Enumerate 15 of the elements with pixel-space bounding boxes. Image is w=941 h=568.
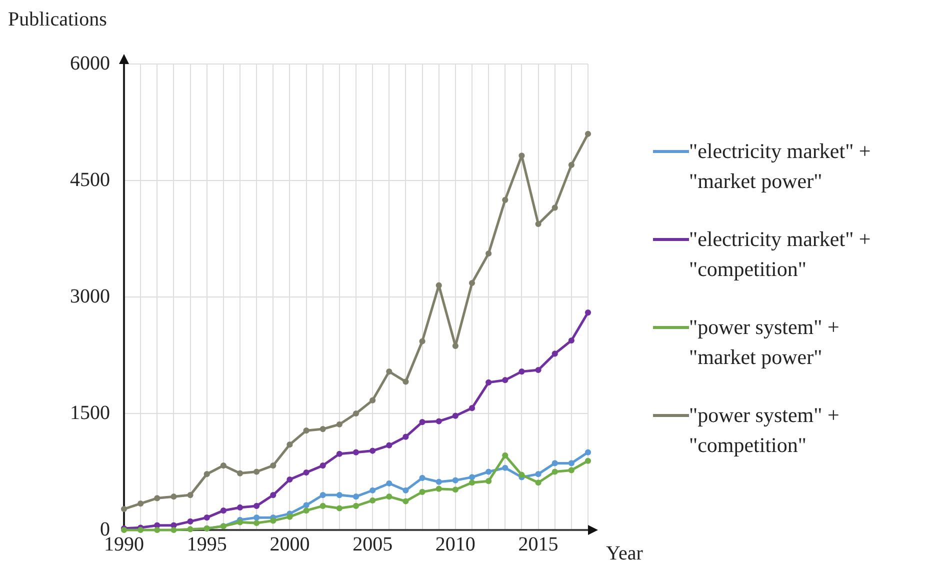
- x-tick-label: 2000: [270, 533, 310, 556]
- x-tick-label: 2010: [435, 533, 476, 556]
- legend-label: "power system" + "market power": [689, 314, 840, 371]
- legend-label: "power system" + "competition": [689, 402, 840, 459]
- legend-label: "electricity market" + "competition": [689, 226, 872, 283]
- legend-label: "electricity market" + "market power": [689, 138, 872, 195]
- y-axis-title: Publications: [8, 8, 108, 30]
- x-tick-label: 1995: [186, 533, 227, 556]
- y-tick-label: 6000: [70, 52, 110, 74]
- x-tick-label: 2005: [352, 533, 393, 556]
- x-axis-title: Year: [606, 542, 644, 564]
- y-tick-label: 3000: [70, 285, 110, 308]
- y-tick-label: 4500: [70, 168, 110, 191]
- y-tick-label: 1500: [70, 402, 110, 424]
- x-tick-label: 2015: [518, 533, 558, 556]
